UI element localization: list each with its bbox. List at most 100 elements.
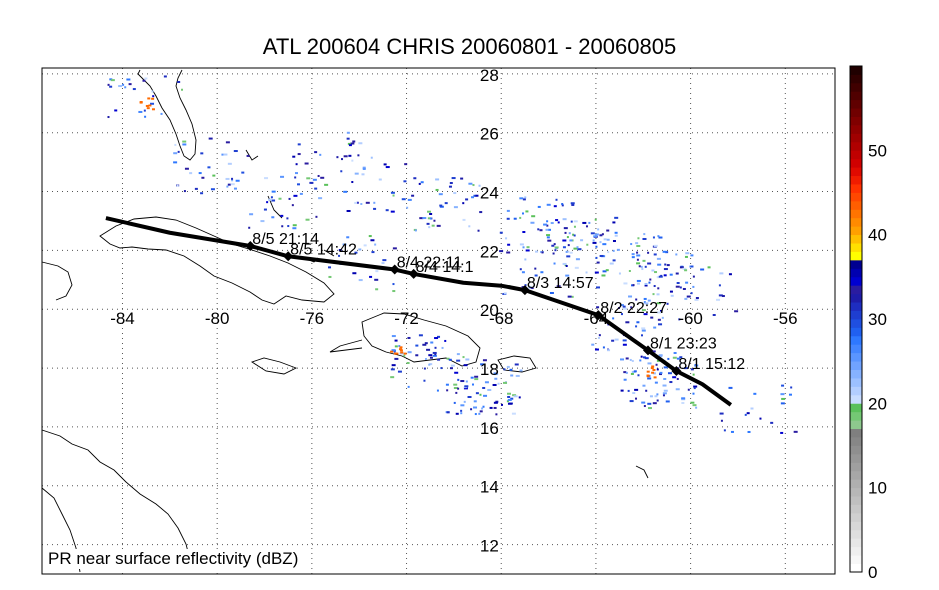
echo-pixel — [492, 383, 497, 386]
echo-pixel — [625, 371, 628, 374]
echo-pixel — [662, 250, 667, 253]
colorbar-swatch — [850, 150, 862, 160]
echo-pixel — [656, 257, 661, 260]
echo-pixel — [465, 380, 468, 383]
echo-pixel — [599, 241, 602, 244]
echo-pixel — [545, 228, 549, 231]
echo-pixel — [506, 365, 510, 368]
echo-pixel — [184, 167, 189, 170]
colorbar-swatch — [850, 386, 862, 396]
echo-pixel — [293, 194, 298, 197]
echo-pixel — [598, 334, 601, 337]
longitude-label: -56 — [773, 309, 798, 328]
echo-pixel — [177, 150, 180, 153]
echo-pixel — [570, 220, 573, 223]
echo-pixel — [475, 194, 479, 197]
echo-pixel — [573, 220, 578, 223]
echo-pixel — [682, 287, 686, 290]
echo-pixel — [495, 413, 498, 416]
echo-pixel — [641, 309, 646, 312]
echo-pixel — [616, 248, 620, 251]
echo-pixel — [556, 285, 561, 288]
echo-pixel — [401, 198, 406, 201]
colorbar-swatch — [850, 268, 862, 278]
echo-pixel — [227, 183, 231, 186]
colorbar-swatch — [850, 411, 862, 421]
echo-pixel — [675, 272, 679, 275]
echo-pixel — [292, 227, 297, 230]
echo-pixel — [653, 244, 658, 247]
echo-pixel — [506, 400, 509, 403]
echo-pixel — [346, 137, 350, 140]
echo-pixel — [656, 276, 660, 279]
echo-pixel — [614, 234, 618, 237]
echo-pixel — [369, 275, 373, 278]
echo-pixel — [562, 246, 566, 249]
echo-pixel — [549, 291, 554, 294]
echo-pixel — [553, 243, 556, 246]
echo-pixel — [462, 218, 466, 221]
track-fix-marker — [389, 264, 400, 275]
echo-pixel — [607, 251, 610, 254]
echo-pixel — [363, 244, 367, 247]
colorbar-swatch — [850, 175, 862, 185]
echo-pixel — [793, 430, 798, 433]
track-fix-label: 8/4 14:1 — [416, 259, 474, 276]
echo-pixel — [546, 220, 549, 223]
echo-pixel — [305, 218, 310, 221]
echo-pixel — [418, 334, 423, 337]
echo-pixel — [351, 159, 354, 162]
echo-pixel — [471, 383, 474, 386]
colorbar-swatch — [850, 453, 862, 463]
colorbar-tick-label: 40 — [868, 226, 887, 245]
echo-pixel — [694, 364, 699, 367]
echo-pixel — [394, 345, 398, 348]
longitude-label: -64 — [584, 309, 609, 328]
colorbar-swatch — [850, 302, 862, 311]
echo-pixel — [640, 334, 643, 337]
echo-pixel — [427, 210, 432, 213]
echo-pixel — [465, 198, 469, 201]
echo-pixel — [637, 374, 640, 377]
echo-pixel — [597, 336, 600, 339]
echo-pixel — [413, 177, 417, 180]
colorbar-swatch — [850, 479, 862, 489]
echo-core-pixel — [151, 108, 155, 111]
echo-pixel — [552, 252, 555, 255]
echo-pixel — [561, 203, 564, 206]
echo-pixel — [640, 265, 643, 268]
echo-pixel — [201, 176, 205, 179]
echo-pixel — [575, 258, 580, 261]
echo-pixel — [635, 242, 639, 245]
echo-pixel — [503, 292, 507, 295]
echo-pixel — [434, 353, 437, 356]
echo-pixel — [519, 216, 522, 219]
echo-pixel — [790, 386, 793, 389]
colorbar-swatch — [850, 420, 862, 430]
echo-pixel — [462, 356, 465, 359]
echo-pixel — [354, 172, 359, 175]
echo-pixel — [241, 171, 245, 174]
colorbar-swatch — [850, 251, 862, 261]
echo-pixel — [109, 78, 113, 81]
echo-pixel — [625, 321, 630, 324]
echo-pixel — [390, 376, 395, 379]
echo-pixel — [471, 196, 475, 199]
echo-pixel — [448, 185, 452, 188]
echo-pixel — [605, 269, 609, 272]
echo-pixel — [676, 377, 679, 380]
colorbar-swatch — [850, 428, 862, 438]
echo-pixel — [360, 202, 363, 205]
echo-core-pixel — [403, 352, 407, 355]
echo-pixel — [641, 329, 646, 332]
echo-pixel — [278, 197, 282, 200]
echo-pixel — [644, 283, 648, 286]
echo-pixel — [622, 343, 627, 346]
echo-pixel — [539, 229, 543, 232]
echo-pixel — [499, 250, 504, 253]
echo-pixel — [654, 381, 658, 384]
echo-pixel — [577, 248, 582, 251]
echo-pixel — [634, 388, 639, 391]
echo-pixel — [644, 357, 649, 360]
echo-pixel — [260, 220, 265, 223]
